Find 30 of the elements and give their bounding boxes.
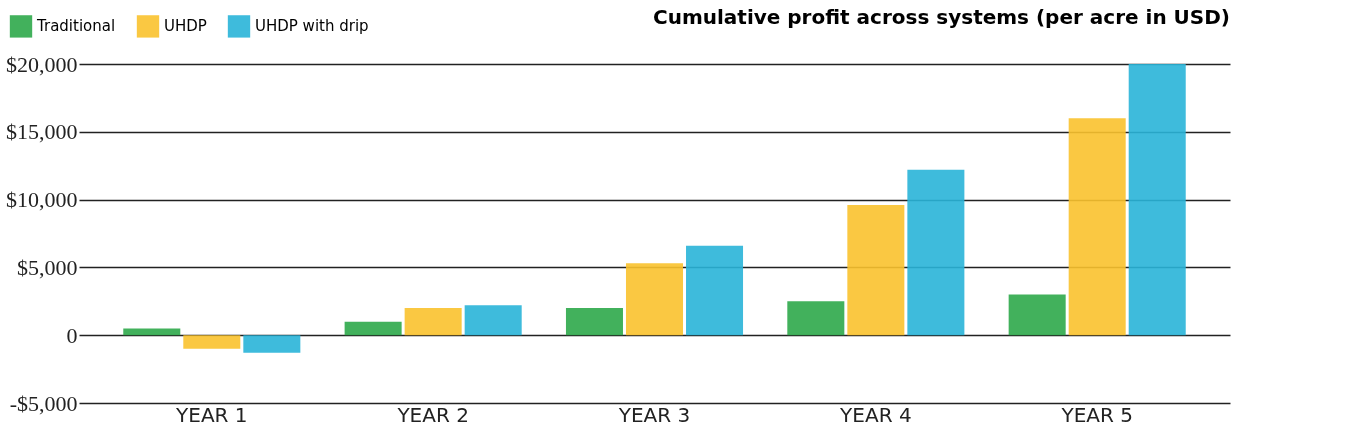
bar [243, 335, 301, 353]
y-tick-label: 0 [66, 322, 78, 348]
bar [1068, 118, 1126, 336]
bar [404, 308, 462, 336]
bar [1128, 64, 1186, 336]
y-tick-label: $5,000 [17, 254, 78, 280]
y-tick-label: $20,000 [6, 51, 78, 77]
bar [565, 308, 623, 336]
x-tick-label: YEAR 1 [175, 402, 248, 427]
legend-label: UHDP [164, 17, 207, 36]
y-tick-label: $15,000 [6, 119, 78, 145]
bar [787, 301, 845, 336]
x-tick-label: YEAR 4 [839, 402, 912, 427]
y-tick-label: -$5,000 [9, 390, 78, 416]
bar [183, 335, 241, 349]
legend-label: UHDP with drip [255, 17, 369, 36]
x-tick-label: YEAR 2 [396, 402, 469, 427]
legend-label: Traditional [36, 17, 116, 36]
x-tick-label: YEAR 5 [1060, 402, 1133, 427]
bar [907, 169, 965, 336]
bar [123, 328, 181, 336]
bar [1008, 294, 1066, 336]
y-tick-label: $10,000 [6, 187, 78, 213]
bar [847, 205, 905, 336]
chart-title: Cumulative profit across systems (per acre in USD) [652, 5, 1230, 29]
bar [686, 245, 744, 336]
bar [344, 321, 402, 336]
bar [625, 263, 684, 336]
x-tick-label: YEAR 3 [617, 402, 691, 427]
bar [464, 305, 522, 336]
